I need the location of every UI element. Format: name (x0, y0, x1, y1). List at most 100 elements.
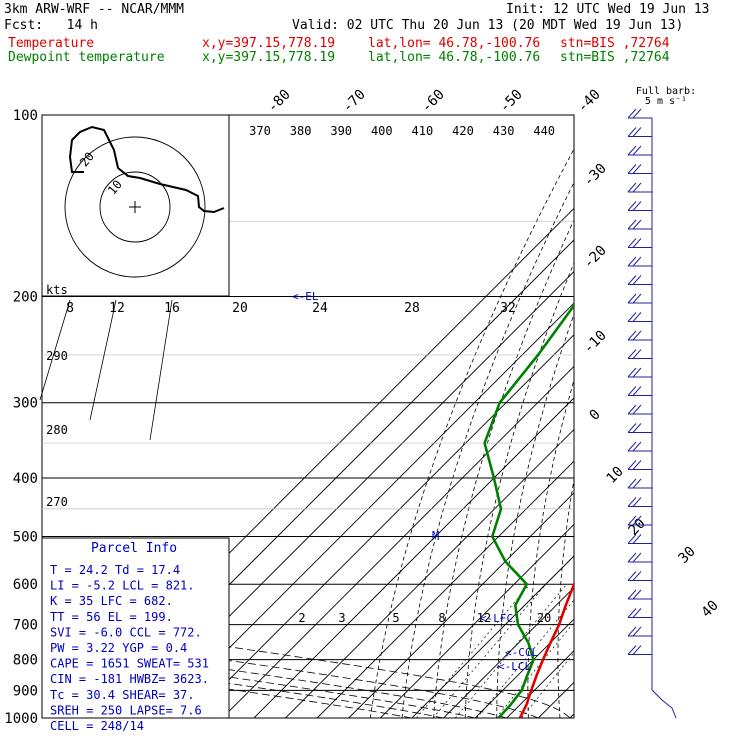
temperature-line (518, 581, 574, 718)
dewpoint-station: stn=BIS ,72764 (560, 50, 670, 65)
wind-barb-flag (627, 275, 637, 285)
wind-barb-flag (627, 330, 637, 341)
isotherm-line (506, 650, 574, 718)
wind-barb-flag (627, 367, 637, 378)
isotherm-label: -80 (265, 87, 294, 116)
wind-barb-flag (627, 256, 637, 267)
wind-barb-flag (632, 626, 642, 637)
wind-barb-flag (627, 608, 637, 618)
isotherm-line (348, 492, 574, 718)
dewpoint-line (483, 303, 574, 718)
wind-barb-flag (627, 108, 637, 119)
dry-adiabat-line (496, 313, 574, 718)
wind-barb-flag (632, 404, 642, 415)
theta-label: 430 (493, 124, 515, 138)
isotherm-line (538, 681, 574, 718)
wind-barb-flag (627, 423, 637, 433)
dry-adiabat-label: 280 (46, 423, 68, 437)
wind-barb-flag (632, 645, 642, 655)
wind-barb-flag (627, 626, 637, 637)
wind-barb-flag (632, 349, 642, 359)
parcel-info-row: CAPE = 1651 SWEAT= 531 (50, 657, 209, 671)
pressure-label: 400 (13, 471, 38, 487)
speed-label: 24 (312, 301, 328, 316)
wind-barb-flag (632, 386, 642, 396)
temperature-xy: x,y=397.15,778.19 (202, 36, 336, 51)
wind-barb-flag (627, 219, 637, 230)
dry-adiabat-label: 290 (46, 349, 68, 363)
isotherm-label: -70 (340, 87, 369, 116)
wind-barb-flag (632, 145, 642, 156)
theta-label: 380 (290, 124, 312, 138)
wind-barb-flag (627, 441, 637, 452)
lfc-annotation: <-LFC (480, 612, 513, 625)
wind-barb-flag (632, 515, 642, 526)
wind-barb-flag (627, 460, 637, 470)
speed-label: 12 (109, 301, 125, 316)
moist-adiabat-line (42, 642, 507, 718)
wind-barb-flag (632, 497, 642, 507)
dry-adiabat-line (587, 115, 707, 718)
wind-barb-flag (627, 497, 637, 507)
theta-label: 410 (412, 124, 434, 138)
wind-barb-flag (632, 330, 642, 341)
isotherm-line (190, 334, 574, 718)
wind-barb-flag (627, 164, 637, 174)
isotherm-line (411, 555, 574, 718)
dry-adiabat-line (643, 115, 740, 718)
hodograph-ring (99, 171, 171, 243)
mixing-ratio-label: 3 (338, 611, 345, 625)
wind-barb-flag (632, 238, 642, 248)
wind-barb-flag (627, 589, 637, 600)
isotherm-label: -20 (581, 243, 610, 272)
pressure-label: 900 (13, 683, 38, 699)
wind-barb-flag (632, 441, 642, 452)
parcel-info-row: LI = -5.2 LCL = 821. (50, 579, 195, 593)
parcel-info-row: SREH = 250 LAPSE= 7.6 (50, 703, 202, 717)
isotherm-line (285, 428, 574, 718)
isotherm-label: -50 (497, 87, 526, 116)
wind-barb-flag (632, 219, 642, 230)
temperature-legend: Temperature (8, 36, 95, 51)
moist-adiabat-line (42, 633, 539, 718)
pressure-label: 300 (13, 396, 38, 412)
dry-adiabat-line (401, 181, 574, 718)
isotherm-label: 40 (699, 598, 722, 621)
sounding-series (483, 303, 574, 718)
dry-adiabat-line (720, 115, 740, 718)
barb-legend-units: 5 m s⁻¹ (645, 96, 687, 107)
parcel-info-row: K = 35 LFC = 682. (50, 594, 173, 608)
temperature-station: stn=BIS ,72764 (560, 36, 670, 51)
dewpoint-legend: Dewpoint temperature (8, 50, 165, 65)
theta-label: 440 (533, 124, 555, 138)
isotherm-label: -10 (581, 328, 610, 357)
wind-barb-flag (632, 478, 642, 489)
isotherm-label: 20 (626, 516, 649, 539)
pressure-label: 200 (13, 290, 38, 306)
wind-barb-flag (627, 127, 637, 137)
valid-time: Valid: 02 UTC Thu 20 Jun 13 (20 MDT Wed … (292, 18, 684, 33)
speed-label: 20 (232, 301, 248, 316)
mixing-ratio-label: 2 (298, 611, 305, 625)
mixing-ratio-label: 20 (537, 611, 551, 625)
wind-barb-flag (627, 201, 637, 211)
isotherm-label: -40 (575, 87, 604, 116)
wind-barb-flag (632, 127, 642, 137)
lcl-annotation: <-LCL (498, 660, 531, 673)
wind-barbs (627, 108, 677, 719)
wind-barb-flag (632, 164, 642, 174)
wind-barb-flag (632, 312, 642, 322)
pressure-label: 100 (13, 108, 38, 124)
level-annotations: <-EL <-LFC <-CCL<-LCL M (292, 290, 538, 673)
isotherm-line (158, 302, 574, 718)
mixing-ratio-label: 8 (438, 611, 445, 625)
wind-barb-flag (632, 256, 642, 267)
pressure-label: 600 (13, 577, 38, 593)
parcel-info-row: PW = 3.22 YGP = 0.4 (50, 641, 187, 655)
wind-barb-flag (632, 182, 642, 193)
mixing-ratio-label: 12 (477, 611, 491, 625)
wind-barb-flag (632, 534, 642, 544)
mixing-ratio-label: 5 (392, 611, 399, 625)
pressure-label: 700 (13, 618, 38, 634)
